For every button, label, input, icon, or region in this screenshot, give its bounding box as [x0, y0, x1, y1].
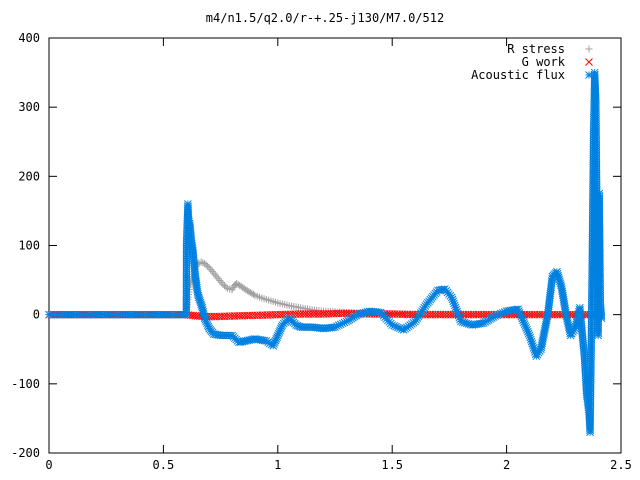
y-tick-label: 400	[18, 31, 40, 45]
x-axis: 0 0.5 1 1.5 2 2.5	[45, 38, 632, 472]
legend-label: R stress	[507, 42, 565, 56]
plot-area	[45, 68, 606, 437]
data-point	[222, 283, 230, 291]
y-axis: -200 -100 0 100 200 300 400	[11, 31, 621, 460]
x-tick-label: 2.5	[610, 458, 632, 472]
data-point	[211, 271, 219, 279]
y-tick-label: -100	[11, 377, 40, 391]
series-acoustic-flux	[45, 68, 606, 437]
data-point	[207, 265, 215, 273]
data-point	[249, 290, 257, 298]
chart-title: m4/n1.5/q2.0/r-+.25-j130/M7.0/512	[206, 11, 444, 25]
y-tick-label: 100	[18, 239, 40, 253]
y-tick-label: 300	[18, 100, 40, 114]
data-point	[197, 258, 205, 266]
x-tick-label: 1.5	[381, 458, 403, 472]
x-tick-label: 0	[45, 458, 52, 472]
data-point	[213, 273, 221, 281]
y-tick-label: 200	[18, 169, 40, 183]
data-point	[217, 278, 225, 286]
legend-marker	[585, 45, 593, 53]
legend-label: Acoustic flux	[471, 68, 565, 82]
data-point	[204, 262, 212, 270]
data-point	[597, 314, 606, 322]
plot-frame	[48, 37, 622, 454]
data-point	[208, 267, 216, 275]
x-tick-label: 1	[274, 458, 281, 472]
x-tick-label: 0.5	[153, 458, 175, 472]
data-point	[216, 277, 224, 285]
x-tick-label: 2	[503, 458, 510, 472]
legend-marker	[585, 58, 593, 66]
y-tick-label: 0	[33, 308, 40, 322]
data-point	[210, 269, 218, 277]
y-tick-label: -200	[11, 446, 40, 460]
legend-marker	[585, 71, 593, 79]
legend-label: G work	[522, 55, 566, 69]
data-point	[214, 275, 222, 283]
